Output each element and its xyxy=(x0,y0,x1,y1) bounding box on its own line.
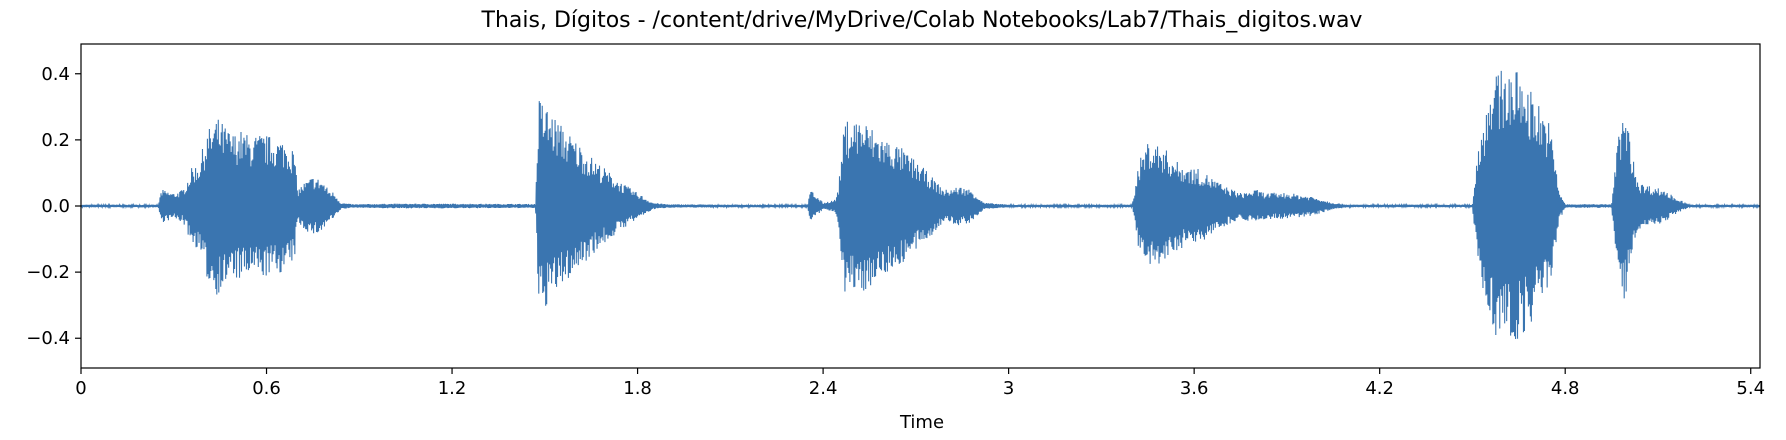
x-tick-label: 3 xyxy=(1003,378,1014,399)
x-tick-label: 4.8 xyxy=(1551,378,1580,399)
y-tick-label: −0.4 xyxy=(26,328,70,349)
plot-area xyxy=(80,70,1761,339)
x-tick-label: 0.6 xyxy=(252,378,281,399)
x-tick-label: 2.4 xyxy=(809,378,838,399)
x-tick-label: 4.2 xyxy=(1365,378,1394,399)
y-axis: 0.4 0.2 0.0 −0.2 −0.4 xyxy=(26,64,81,349)
y-tick-label: 0.2 xyxy=(41,130,70,151)
y-tick-label: 0.4 xyxy=(41,64,70,85)
x-tick-label: 1.2 xyxy=(438,378,467,399)
x-tick-label: 0 xyxy=(75,378,86,399)
x-axis-label: Time xyxy=(899,412,944,433)
y-tick-label: 0.0 xyxy=(41,196,70,217)
x-tick-label: 3.6 xyxy=(1180,378,1209,399)
x-tick-label: 5.4 xyxy=(1736,378,1765,399)
x-tick-label: 1.8 xyxy=(623,378,652,399)
x-axis: 0 0.6 1.2 1.8 2.4 3 3.6 4.2 4.8 5.4 xyxy=(75,368,1765,399)
y-tick-label: −0.2 xyxy=(26,262,70,283)
waveform-series xyxy=(80,70,1761,339)
chart-title: Thais, Dígitos - /content/drive/MyDrive/… xyxy=(481,8,1363,33)
